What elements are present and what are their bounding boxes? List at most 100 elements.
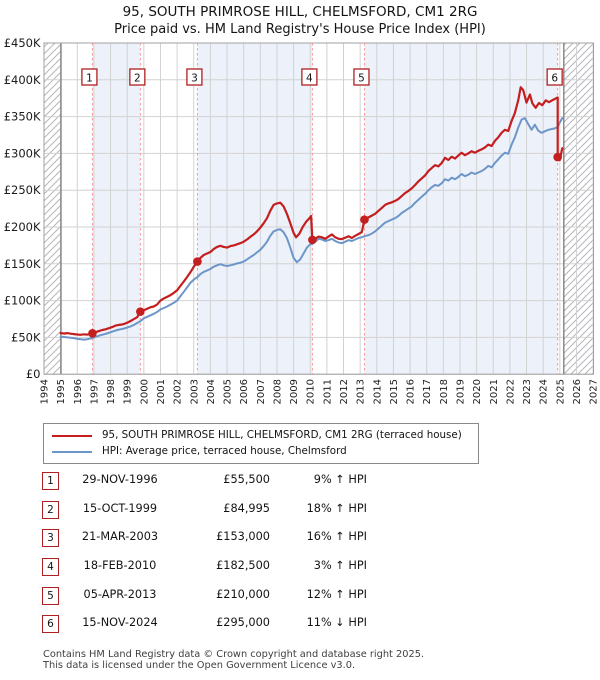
x-axis-tick-label: 1999 <box>123 379 134 404</box>
sale-hpi-comparison: 16% ↑ HPI <box>306 530 367 544</box>
x-axis-tick-label: 1996 <box>73 379 84 404</box>
sale-hpi-comparison: 11% ↓ HPI <box>306 616 367 630</box>
x-axis-tick-label: 2020 <box>472 379 483 404</box>
sale-point-dot <box>193 257 202 266</box>
x-axis-tick-label: 2027 <box>589 379 600 404</box>
sale-point-dot <box>360 215 369 224</box>
sale-marker-box <box>353 68 370 86</box>
sale-marker-box <box>186 68 203 86</box>
sale-date: 18-FEB-2010 <box>83 558 157 572</box>
legend-label-hpi: HPI: Average price, terraced house, Chel… <box>102 445 347 457</box>
sale-marker-number: 6 <box>551 73 558 85</box>
sale-marker-box <box>81 68 98 86</box>
y-axis-tick-label: £350K <box>4 110 41 124</box>
sale-number-badge: 5 <box>42 586 59 605</box>
sale-table-row: 3 21-MAR-2003 £153,000 16% ↑ HPI <box>0 527 600 556</box>
y-axis-tick-label: £200K <box>4 220 41 234</box>
hpi-line-swatch <box>52 451 92 453</box>
x-axis-tick-label: 2008 <box>272 379 283 404</box>
x-axis-tick-label: 2001 <box>156 379 167 404</box>
y-axis-tick-label: £100K <box>4 294 41 308</box>
y-axis-tick-label: £0 <box>26 367 41 381</box>
sale-date: 15-OCT-1999 <box>82 501 158 515</box>
sale-table-row: 1 29-NOV-1996 £55,500 9% ↑ HPI <box>0 470 600 499</box>
x-axis-tick-label: 2009 <box>289 379 300 404</box>
sale-date: 21-MAR-2003 <box>81 530 159 544</box>
sale-number-badge: 4 <box>42 557 59 576</box>
page-title: 95, SOUTH PRIMROSE HILL, CHELMSFORD, CM1… <box>122 4 478 20</box>
sale-marker-number: 3 <box>191 73 198 85</box>
y-axis-tick-label: £50K <box>11 330 41 344</box>
sale-number-badge: 6 <box>42 615 59 634</box>
sale-marker-number: 2 <box>134 73 141 85</box>
sale-table-row: 5 05-APR-2013 £210,000 12% ↑ HPI <box>0 585 600 614</box>
x-axis-tick-label: 2015 <box>389 379 400 404</box>
x-axis-tick-label: 1997 <box>89 379 100 404</box>
y-axis-tick-label: £250K <box>4 183 41 197</box>
x-axis-tick-label: 2007 <box>256 379 267 404</box>
x-axis-tick-label: 2013 <box>356 379 367 404</box>
x-axis-tick-label: 2005 <box>223 379 234 404</box>
sale-point-dot <box>136 307 145 316</box>
sale-marker-number: 4 <box>306 73 313 85</box>
x-axis-tick-label: 2003 <box>189 379 200 404</box>
legend-row-hpi: HPI: Average price, terraced house, Chel… <box>44 444 478 460</box>
page-subtitle: Price paid vs. HM Land Registry's House … <box>114 22 486 37</box>
sale-marker-box <box>301 68 318 86</box>
x-axis-tick-label: 2016 <box>406 379 417 404</box>
y-axis-tick-label: £450K <box>4 36 41 50</box>
no-data-hatch-left <box>44 43 61 375</box>
sale-price: £182,500 <box>216 558 270 572</box>
x-axis-tick-label: 2021 <box>489 379 500 404</box>
x-axis-tick-label: 2006 <box>239 379 250 404</box>
sale-price: £210,000 <box>216 587 270 601</box>
sale-price: £295,000 <box>216 616 270 630</box>
x-axis-tick-label: 2026 <box>572 379 583 404</box>
x-axis-tick-label: 2011 <box>322 379 333 404</box>
sale-marker-number: 1 <box>86 73 93 85</box>
sale-table-row: 6 15-NOV-2024 £295,000 11% ↓ HPI <box>0 613 600 642</box>
x-axis-tick-label: 2014 <box>372 379 383 404</box>
sale-point-dot <box>88 329 97 338</box>
sale-point-dot <box>308 235 317 245</box>
x-axis-tick-label: 1998 <box>106 379 117 404</box>
y-axis-tick-label: £300K <box>4 146 41 160</box>
chart-legend: 95, SOUTH PRIMROSE HILL, CHELMSFORD, CM1… <box>43 423 479 464</box>
legend-row-property: 95, SOUTH PRIMROSE HILL, CHELMSFORD, CM1… <box>44 428 478 444</box>
sale-number-badge: 1 <box>42 472 59 490</box>
y-axis-tick-label: £150K <box>4 257 41 271</box>
ownership-band <box>197 43 313 375</box>
x-axis-tick-label: 2000 <box>139 379 150 404</box>
property-line-swatch <box>52 435 92 437</box>
x-axis-tick-label: 1994 <box>40 379 51 404</box>
sale-price: £153,000 <box>216 530 270 544</box>
sale-point-dot <box>553 152 562 162</box>
y-axis-tick-label: £400K <box>4 73 41 87</box>
sale-date: 05-APR-2013 <box>83 587 157 601</box>
x-axis-tick-label: 2023 <box>522 379 533 404</box>
sale-date: 15-NOV-2024 <box>82 616 158 630</box>
x-axis-tick-label: 2019 <box>455 379 466 404</box>
x-axis-tick-label: 2025 <box>555 379 566 404</box>
no-data-hatch-right <box>563 43 594 375</box>
x-axis-tick-label: 2002 <box>173 379 184 404</box>
sale-price: £55,500 <box>223 473 270 486</box>
sale-price: £84,995 <box>223 501 270 515</box>
x-axis-tick-label: 2004 <box>206 379 217 404</box>
sale-number-badge: 2 <box>42 500 59 519</box>
x-axis-tick-label: 2012 <box>339 379 350 404</box>
sale-marker-number: 5 <box>358 73 365 85</box>
sale-hpi-comparison: 3% ↑ HPI <box>313 558 367 572</box>
sale-hpi-comparison: 9% ↑ HPI <box>313 473 367 486</box>
sale-date: 29-NOV-1996 <box>82 473 158 486</box>
sale-number-badge: 3 <box>42 529 59 548</box>
x-axis-tick-label: 1995 <box>56 379 67 404</box>
sale-marker-box <box>129 68 146 86</box>
x-axis-tick-label: 2022 <box>505 379 516 404</box>
sale-marker-box <box>546 68 563 86</box>
x-axis-tick-label: 2010 <box>306 379 317 404</box>
footer-licence: This data is licensed under the Open Gov… <box>43 660 356 671</box>
x-axis-tick-label: 2024 <box>539 379 550 404</box>
plot-border <box>43 42 594 375</box>
footer-copyright: Contains HM Land Registry data © Crown c… <box>43 649 425 660</box>
